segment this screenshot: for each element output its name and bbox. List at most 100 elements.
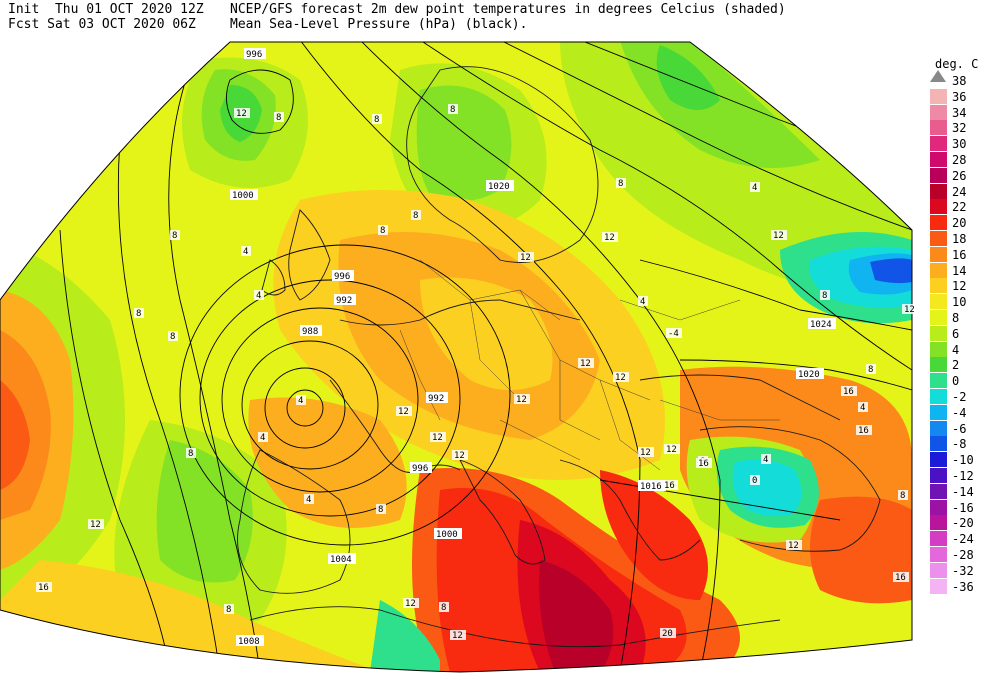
dewpoint-label: 12 [396,406,412,417]
dewpoint-label: 8 [224,604,234,615]
legend-swatch [930,373,947,389]
dewpoint-label: 12 [902,304,918,315]
dewpoint-label: 12 [514,394,530,405]
isobar-label: 996 [410,462,432,474]
svg-text:16: 16 [664,481,675,491]
dewpoint-label: 0 [750,475,760,486]
svg-text:12: 12 [454,451,465,461]
dewpoint-label: 12 [664,444,680,455]
dewpoint-label: 16 [893,572,909,583]
legend-swatch [930,436,947,452]
isobar-label: 1020 [486,180,514,192]
svg-text:1004: 1004 [330,555,352,565]
legend-label: 8 [952,311,960,325]
svg-text:16: 16 [698,459,709,469]
svg-text:996: 996 [412,464,428,474]
isobar-label: 1000 [230,189,258,201]
dewpoint-label: 12 [234,108,250,119]
svg-text:8: 8 [378,505,383,515]
isobar-label: 988 [300,325,322,337]
svg-text:8: 8 [900,491,905,501]
svg-text:12: 12 [516,395,527,405]
svg-text:1000: 1000 [232,191,254,201]
svg-text:12: 12 [432,433,443,443]
svg-text:1016: 1016 [640,482,662,492]
isobar-labels: 996 1000 1020 996 992 988 992 996 1000 1… [230,48,836,647]
svg-text:12: 12 [90,520,101,530]
legend-swatch [930,404,947,420]
legend-swatch [930,246,947,262]
svg-text:8: 8 [226,605,231,615]
legend-swatch [930,420,947,436]
map-subtitle: Mean Sea-Level Pressure (hPa) (black). [230,17,528,32]
svg-text:8: 8 [618,179,623,189]
legend-swatch [930,104,947,120]
legend-label: 24 [952,184,967,199]
dewpoint-label: 12 [88,519,104,530]
isobars [59,42,912,672]
svg-text:8: 8 [450,105,455,115]
isobar-label: 992 [334,294,356,306]
legend-label: -2 [952,390,967,404]
svg-text:8: 8 [188,449,193,459]
legend-swatch [930,88,947,104]
dewpoint-label: 12 [430,432,446,443]
svg-text:12: 12 [615,373,626,383]
legend-label: 2 [952,358,960,373]
svg-text:-4: -4 [668,329,679,339]
legend-label: -8 [952,437,967,452]
legend-swatch [930,483,947,499]
legend-label: -12 [952,469,974,483]
legend-swatch [930,531,947,547]
legend-label: -20 [952,516,974,531]
legend-swatch [930,547,947,562]
legend-swatch [930,231,947,246]
dewpoint-label: 8 [376,504,386,515]
dewpoint-label: 8 [372,114,382,125]
svg-text:16: 16 [895,573,906,583]
legend-label: -24 [952,532,974,547]
svg-text:12: 12 [580,359,591,369]
legend-label: 4 [952,342,960,357]
dewpoint-label: 12 [450,630,466,641]
legend-swatch [930,152,947,167]
svg-text:8: 8 [380,226,385,236]
legend-label: 18 [952,232,967,246]
legend-swatch [930,452,947,468]
svg-text:4: 4 [298,396,303,406]
legend-swatch [930,183,947,199]
svg-text:996: 996 [334,272,350,282]
dewpoint-label: 8 [820,290,830,301]
svg-text:8: 8 [441,603,446,613]
legend-label: 12 [952,279,967,294]
legend-swatch [930,325,947,341]
dewpoint-label: 4 [638,296,648,307]
legend-label: -36 [952,579,974,594]
legend-label: 16 [952,247,967,262]
svg-text:8: 8 [172,231,177,241]
legend-label: 14 [952,263,967,278]
legend-label: 26 [952,168,967,183]
dewpoint-label: 8 [170,230,180,241]
svg-text:12: 12 [452,631,463,641]
dewpoint-label: 12 [638,447,654,458]
dewpoint-label: 16 [662,480,678,491]
legend-swatch [930,215,947,231]
legend-swatch [930,136,947,152]
svg-text:16: 16 [858,426,869,436]
legend-swatch [930,341,947,357]
legend-label: 28 [952,153,967,167]
svg-text:4: 4 [256,291,261,301]
domain-border [0,41,913,673]
dewpoint-label: -4 [666,328,682,339]
isobar-label: 1016 [638,480,666,492]
legend-swatch [930,310,947,325]
svg-text:12: 12 [904,305,915,315]
legend-swatch [930,515,947,531]
svg-text:8: 8 [413,211,418,221]
svg-text:8: 8 [822,291,827,301]
dewpoint-label: 8 [898,490,908,501]
svg-text:8: 8 [276,113,281,123]
legend-swatch [930,167,947,183]
svg-text:4: 4 [243,247,248,257]
